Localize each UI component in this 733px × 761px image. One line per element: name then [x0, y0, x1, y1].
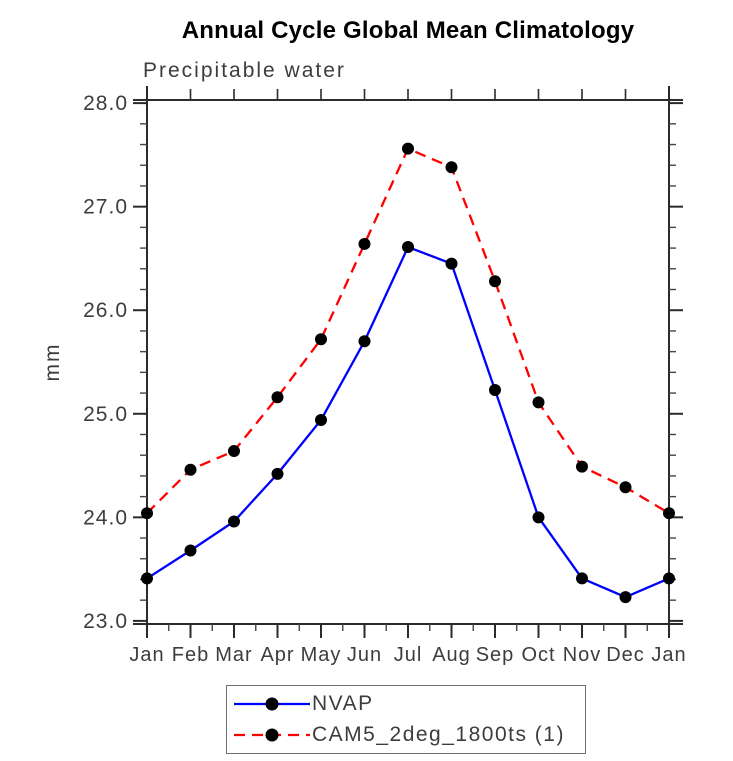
x-tick-label: May	[301, 644, 342, 666]
data-point-marker	[532, 511, 545, 524]
data-point-marker	[663, 572, 675, 585]
data-point-marker	[271, 467, 284, 480]
x-tick-label: Jun	[347, 644, 382, 666]
data-point-marker	[576, 460, 588, 473]
legend-item: CAM5_2deg_1800ts (1)	[232, 722, 585, 748]
chart-subtitle: Precipitable water	[143, 59, 346, 82]
x-tick-label: Jan	[129, 644, 164, 666]
data-point-marker	[358, 237, 371, 250]
x-tick-label: Dec	[606, 644, 645, 666]
y-tick-label: 24.0	[83, 506, 128, 529]
data-point-marker	[271, 391, 284, 404]
x-tick-label: Sep	[476, 644, 515, 666]
data-point-marker	[358, 335, 371, 348]
y-tick-label: 28.0	[83, 92, 128, 115]
x-tick-label: Oct	[521, 644, 555, 666]
legend-label: NVAP	[312, 692, 374, 716]
data-point-marker	[576, 572, 588, 585]
x-tick-label: Apr	[260, 644, 294, 666]
x-tick-label: Jan	[651, 644, 686, 666]
chart-title: Annual Cycle Global Mean Climatology	[181, 17, 635, 44]
data-point-marker	[445, 161, 458, 174]
legend-line-sample-cam5	[234, 728, 310, 742]
y-tick-label: 27.0	[83, 196, 128, 219]
data-point-marker	[315, 333, 327, 346]
series-line-nvap	[146, 245, 670, 599]
data-point-marker	[402, 142, 414, 155]
data-point-marker	[532, 396, 545, 409]
data-point-marker	[141, 507, 153, 520]
data-point-marker	[402, 241, 414, 254]
legend-line-sample-nvap	[234, 697, 310, 711]
data-point-marker	[228, 445, 240, 458]
data-point-marker	[619, 591, 632, 604]
legend-item: NVAP	[232, 691, 585, 717]
data-point-marker	[141, 572, 153, 585]
x-tick-label: Nov	[563, 644, 602, 666]
marker-dot-icon	[265, 728, 279, 742]
x-tick-label: Jul	[394, 644, 423, 666]
x-tick-label: Aug	[432, 644, 471, 666]
x-tick-label: Mar	[215, 644, 252, 666]
data-point-marker	[315, 413, 327, 426]
data-point-marker	[228, 515, 240, 528]
data-point-marker	[619, 481, 632, 494]
y-tick-label: 23.0	[83, 610, 128, 633]
y-tick-label: 26.0	[83, 299, 128, 322]
data-point-marker	[184, 463, 197, 476]
data-point-marker	[445, 257, 458, 270]
y-tick-label: 25.0	[83, 403, 128, 426]
x-tick-label: Feb	[172, 644, 209, 666]
series-line-cam5-2deg-1800ts-1-	[146, 147, 670, 515]
data-point-marker	[184, 544, 197, 557]
marker-dot-icon	[265, 697, 279, 711]
legend: NVAP CAM5_2deg_1800ts (1)	[226, 685, 586, 754]
legend-label: CAM5_2deg_1800ts (1)	[312, 722, 565, 746]
data-point-marker	[663, 507, 675, 520]
data-point-marker	[489, 383, 501, 396]
data-point-marker	[489, 275, 501, 288]
